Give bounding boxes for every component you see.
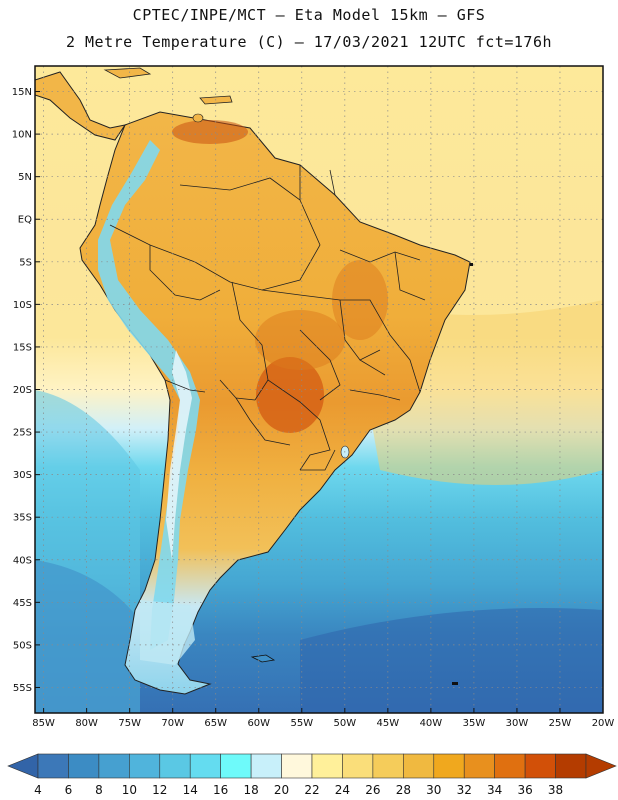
colorbar-swatch [494,753,526,779]
colorbar-label: 8 [95,783,103,797]
chart-title-line1: CPTEC/INPE/MCT – Eta Model 15km – GFS [132,6,486,24]
chart-title-line2: 2 Metre Temperature (C) – 17/03/2021 12U… [65,33,553,51]
colorbar-swatch [220,753,252,779]
latitude-label: 10S [13,300,32,311]
colorbar-swatch [37,753,69,779]
colorbar-swatch [311,753,343,779]
colorbar-swatch [129,753,161,779]
latitude-label: 45S [13,598,32,609]
longitude-label: 75W [118,718,141,729]
latitude-label: 55S [13,683,32,694]
andes-highest-band [166,350,192,560]
longitude-label: 70W [161,718,184,729]
latitude-labels: 15N 10N 5N EQ 5S 10S 15S 20S 25S 30S 35S 40S 45S 50S 5… [12,87,32,694]
latitude-label: 40S [13,555,32,566]
latitude-label: 5S [19,257,32,268]
longitude-label: 30W [506,718,529,729]
colorbar-swatch [372,753,404,779]
longitude-label: 65W [204,718,227,729]
colorbar-label: 30 [426,783,441,797]
colorbar-label: 38 [548,783,563,797]
longitude-label: 80W [75,718,98,729]
latitude-label: 15S [13,342,32,353]
patagonia-cool-zone [140,600,195,665]
colorbar-swatch [463,753,495,779]
hot-zone-cerrado [255,310,345,370]
latitude-label: 35S [13,513,32,524]
hot-zone-venezuela [172,120,248,144]
colorbar-label: 26 [365,783,380,797]
colorbar-high-arrow [585,753,617,779]
colorbar-label: 4 [34,783,42,797]
colorbar-label: 34 [487,783,502,797]
colorbar-label: 32 [457,783,472,797]
colorbar-label: 20 [274,783,289,797]
colorbar-label: 16 [213,783,228,797]
longitude-label: 40W [420,718,443,729]
colorbar-swatch [68,753,100,779]
latitude-label: 10N [12,130,32,141]
longitude-label: 20W [592,718,615,729]
longitude-label: 50W [334,718,357,729]
longitude-label: 55W [290,718,313,729]
latitude-label: 5N [18,172,32,183]
latitude-label: EQ [18,215,32,226]
latitude-label: 30S [13,470,32,481]
colorbar-swatch [433,753,465,779]
graticule [35,66,604,713]
lake [192,113,204,123]
map-frame [34,65,604,714]
colorbar-swatch [281,753,313,779]
colorbar-label: 18 [243,783,258,797]
colorbar-label: 22 [304,783,319,797]
colorbar-swatch [555,753,587,779]
colorbar-swatch [403,753,435,779]
colorbar-swatch [250,753,282,779]
colorbar-low-arrow [7,753,39,779]
colorbar-label: 12 [152,783,167,797]
small-island [452,682,458,685]
caribbean-island [103,67,152,79]
latitude-label: 15N [12,87,32,98]
latitude-label: 20S [13,385,32,396]
longitude-label: 35W [463,718,486,729]
latitude-label: 25S [13,428,32,439]
longitude-labels: 85W 80W 75W 70W 65W 60W 55W 50W 45W 40W 35W 30W 25W 2… [32,718,614,729]
longitude-label: 85W [32,718,55,729]
longitude-label: 25W [549,718,572,729]
central-america-land [35,71,127,141]
longitude-label: 60W [247,718,270,729]
colorbar-label: 10 [122,783,137,797]
colorbar [7,753,617,779]
colorbar-labels: 4 6 8 10 12 14 16 18 20 22 24 26 28 30 32 34 36 38 [34,783,563,797]
colorbar-label: 14 [183,783,198,797]
colorbar-label: 6 [65,783,73,797]
country-borders [109,165,426,471]
colorbar-swatch [98,753,130,779]
atlantic-cold-zone [300,608,603,713]
latitude-label: 50S [13,640,32,651]
pacific-cold-zone [35,560,140,713]
colorbar-swatch [159,753,191,779]
colorbar-swatch [189,753,221,779]
colorbar-swatch [342,753,374,779]
colorbar-swatch [524,753,556,779]
longitude-label: 45W [377,718,400,729]
colorbar-label: 24 [335,783,350,797]
colorbar-label: 36 [517,783,532,797]
colorbar-label: 28 [396,783,411,797]
small-island [470,263,473,266]
